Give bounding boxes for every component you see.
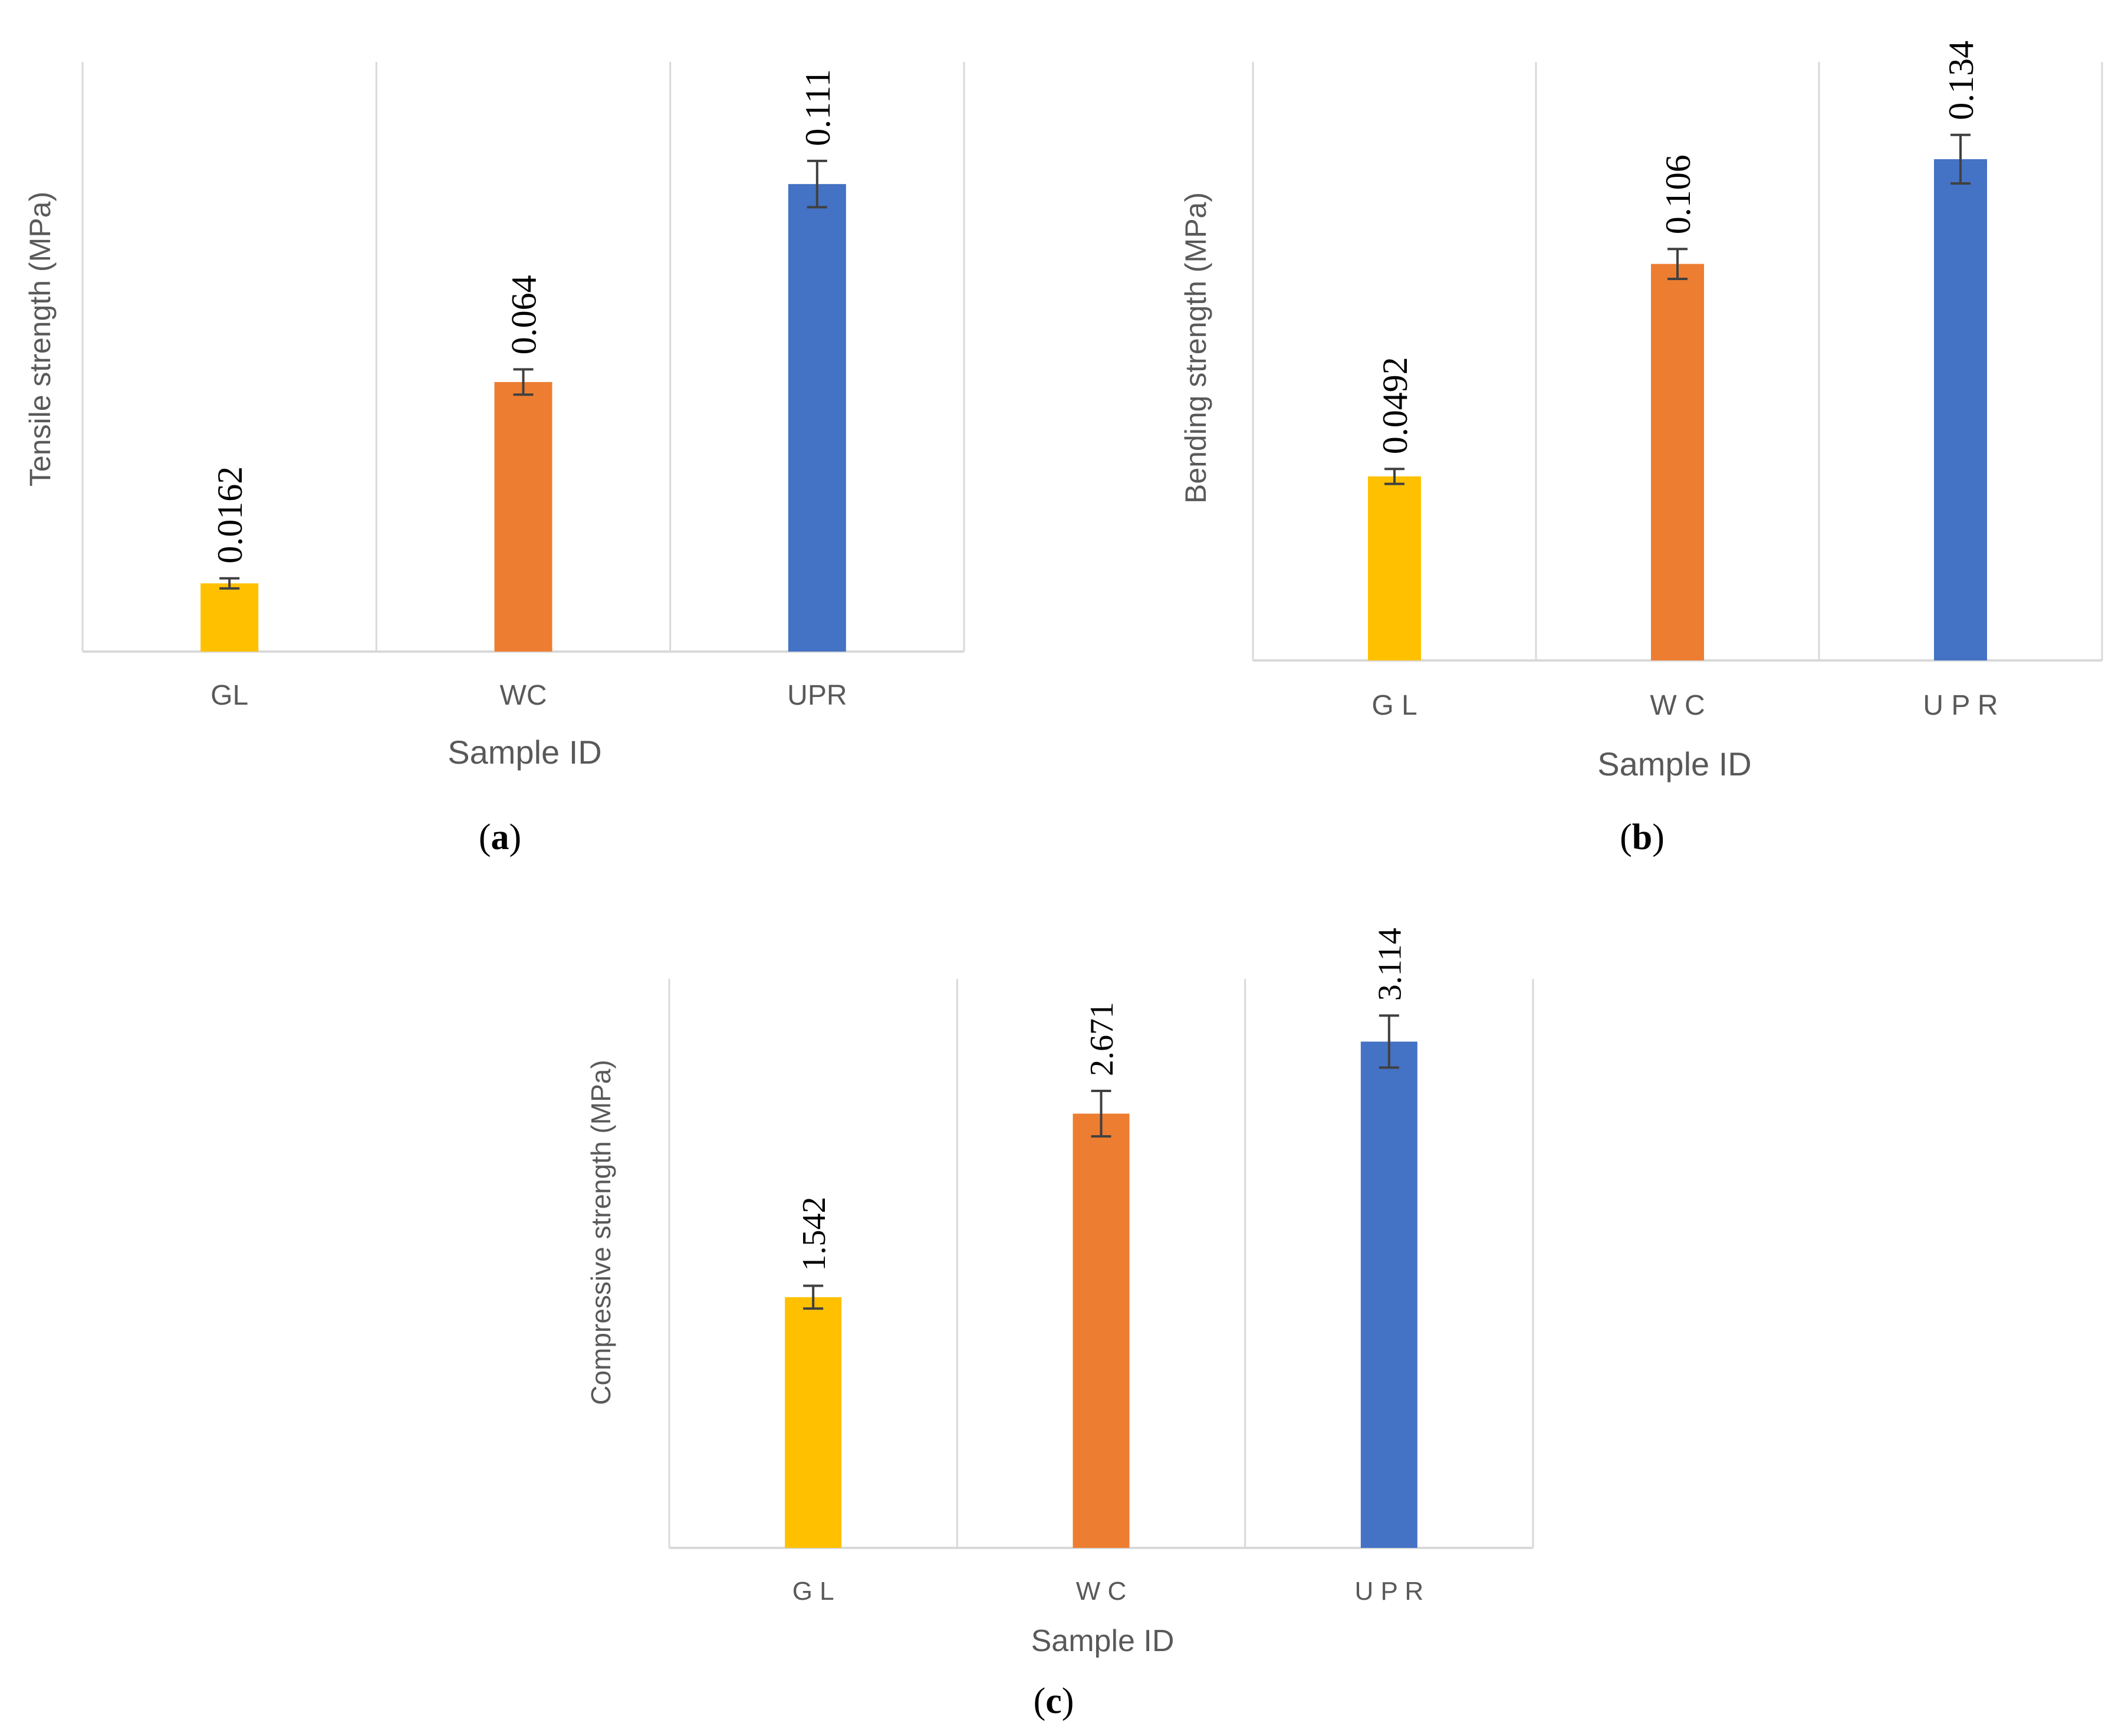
- data-label-upr: 0.134: [1942, 41, 1981, 120]
- bar-gl: [200, 583, 259, 652]
- chart-panel-c: 1.542 G L 2.671 W C 3.114 U P R Compressive s…: [586, 928, 1534, 1721]
- bar-wc: [1651, 264, 1704, 660]
- plot-area-c: 1.542 G L 2.671 W C 3.114 U P R: [668, 928, 1534, 1606]
- panel-letter-a: a: [491, 817, 509, 857]
- x-tick-label-wc: W C: [1650, 690, 1705, 721]
- bar-gl: [1368, 476, 1421, 660]
- plot-area-b: 0.0492 G L 0.106 W C 0.134 U P R: [1252, 41, 2103, 721]
- data-label-gl: 0.0492: [1376, 357, 1415, 454]
- bar-gl: [785, 1297, 842, 1548]
- data-label-gl: 0.0162: [210, 466, 249, 564]
- x-tick-label-upr: UPR: [787, 680, 847, 711]
- y-axis-title-a: Tensile strength (MPa): [24, 192, 57, 486]
- data-label-wc: 2.671: [1084, 1002, 1120, 1076]
- y-axis-title-c: Compressive strength (MPa): [586, 1060, 616, 1405]
- bar-wc: [494, 382, 552, 652]
- x-tick-label-wc: WC: [500, 680, 547, 711]
- x-tick-label-gl: G L: [1371, 690, 1417, 721]
- data-label-upr: 0.111: [798, 69, 837, 146]
- x-axis-title-b: Sample ID: [1597, 745, 1751, 782]
- bar-upr: [788, 184, 846, 652]
- panel-label-b: (b): [1620, 817, 1665, 857]
- x-axis-title-a: Sample ID: [448, 734, 601, 771]
- bar-upr: [1934, 159, 1987, 660]
- y-axis-title-b: Bending strength (MPa): [1179, 192, 1212, 504]
- panel-label-a: (a): [479, 817, 521, 857]
- chart-panel-b: 0.0492 G L 0.106 W C 0.134 U P R Bending stre…: [1179, 41, 2103, 857]
- data-label-upr: 3.114: [1371, 928, 1408, 1001]
- panel-letter-c: c: [1045, 1681, 1062, 1721]
- bar-upr: [1360, 1041, 1417, 1548]
- x-tick-label-upr: U P R: [1923, 690, 1998, 721]
- panel-letter-b: b: [1632, 817, 1652, 857]
- data-label-wc: 0.106: [1659, 154, 1698, 234]
- chart-panel-a: 0.0162 GL 0.064 WC 0.111 UPR Tensile strength…: [24, 62, 965, 857]
- x-tick-label-gl: GL: [210, 680, 248, 711]
- panel-label-c: (c): [1034, 1681, 1074, 1721]
- data-label-wc: 0.064: [505, 275, 544, 354]
- data-label-gl: 1.542: [796, 1197, 833, 1271]
- x-tick-label-wc: W C: [1076, 1577, 1127, 1606]
- x-tick-label-upr: U P R: [1355, 1577, 1424, 1606]
- x-tick-label-gl: G L: [792, 1577, 834, 1606]
- x-axis-title-c: Sample ID: [1031, 1624, 1175, 1658]
- plot-area-a: 0.0162 GL 0.064 WC 0.111 UPR: [81, 62, 965, 711]
- bar-wc: [1073, 1113, 1130, 1548]
